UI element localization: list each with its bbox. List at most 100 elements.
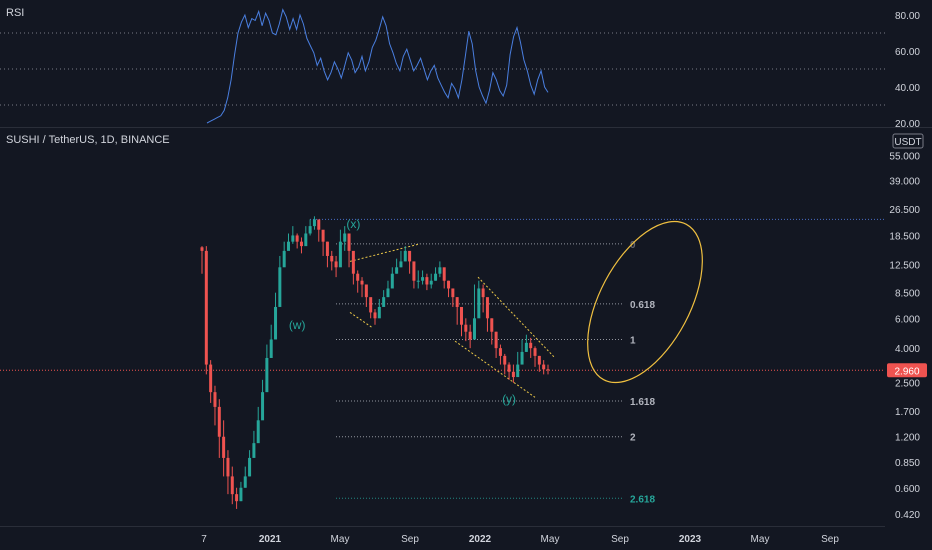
wave-labels: (w) (x) (y) xyxy=(289,217,516,406)
fib-extension[interactable]: 0 0.618 1 1.618 2 2.618 xyxy=(336,240,655,505)
time-axis-label: 2022 xyxy=(469,534,492,545)
time-axis-label: 2023 xyxy=(679,534,702,545)
candle-body xyxy=(282,250,286,268)
price-pane[interactable]: SUSHI / TetherUS, 1D, BINANCE 0 0.618 1 1.6… xyxy=(0,133,927,521)
candle-body xyxy=(304,233,308,247)
candle-body xyxy=(533,348,537,356)
candle-body xyxy=(222,436,226,458)
target-ellipse[interactable] xyxy=(564,203,726,401)
candle-body xyxy=(425,277,429,285)
candle-body xyxy=(460,306,463,325)
rsi-bands xyxy=(0,32,885,106)
currency-label: USDT xyxy=(894,137,921,148)
candle-body xyxy=(226,457,230,477)
candle-body xyxy=(377,306,381,319)
candle-body xyxy=(490,318,494,332)
candle-body xyxy=(299,241,303,247)
last-price-bg xyxy=(887,363,927,378)
rsi-tick-label: 60.00 xyxy=(895,47,920,58)
candle-body xyxy=(403,250,407,262)
fib-level-label: 1.618 xyxy=(630,397,655,408)
last-price-badge: 2.960 xyxy=(887,363,927,378)
candle-body xyxy=(230,476,234,495)
price-tick-label: 18.500 xyxy=(889,231,920,242)
candle-body xyxy=(434,273,438,281)
candle-body xyxy=(390,273,394,289)
candle-body xyxy=(338,241,342,268)
candle-body xyxy=(373,312,377,319)
candle-body xyxy=(485,297,489,319)
last-price-value: 2.960 xyxy=(894,366,919,377)
rsi-tick-label: 40.00 xyxy=(895,83,920,94)
candle-body xyxy=(494,331,498,349)
candle-body xyxy=(261,392,265,421)
candle-body xyxy=(416,280,420,282)
price-tick-label: 6.000 xyxy=(895,314,920,325)
candle-body xyxy=(330,255,334,262)
wave-label: (x) xyxy=(346,217,360,231)
price-tick-label: 0.420 xyxy=(895,510,920,521)
fib-level-label: 2 xyxy=(630,433,636,444)
candle-body xyxy=(546,369,550,371)
fib-level-label: 2.618 xyxy=(630,494,655,505)
time-axis-label: Sep xyxy=(611,534,629,545)
fib-level-label: 1 xyxy=(630,335,636,346)
time-axis-label: Sep xyxy=(401,534,419,545)
price-tick-label: 1.700 xyxy=(895,407,920,418)
candle-body xyxy=(287,241,290,251)
candle-body xyxy=(520,351,524,365)
rsi-axis[interactable]: 80.00 60.00 40.00 20.00 xyxy=(895,11,920,130)
time-axis[interactable]: 7 2021 May Sep 2022 May Sep 2023 May Sep xyxy=(201,534,839,545)
candle-body xyxy=(464,324,468,332)
price-tick-label: 0.600 xyxy=(895,484,920,495)
candle-body xyxy=(537,355,541,365)
candle-body xyxy=(511,371,515,378)
candle-body xyxy=(217,406,221,437)
candle-body xyxy=(382,297,386,307)
candles xyxy=(200,216,550,509)
time-axis-label: Sep xyxy=(821,534,839,545)
candle-body xyxy=(265,357,269,393)
candle-body xyxy=(213,392,217,407)
time-axis-label: May xyxy=(541,534,560,545)
candle-body xyxy=(343,233,347,242)
candle-body xyxy=(252,443,256,458)
time-axis-label: 2021 xyxy=(259,534,282,545)
currency-badge[interactable]: USDT xyxy=(892,133,924,149)
symbol-label: SUSHI / TetherUS, 1D, BINANCE xyxy=(6,134,170,146)
candle-body xyxy=(312,219,316,227)
candle-body xyxy=(200,247,204,251)
candle-body xyxy=(455,297,459,307)
candle-body xyxy=(477,288,481,319)
candle-body xyxy=(421,277,425,281)
candle-body xyxy=(507,364,511,372)
wave-channel[interactable] xyxy=(349,243,556,398)
candle-body xyxy=(274,306,278,340)
candle-body xyxy=(334,261,338,268)
candle-body xyxy=(239,487,243,502)
price-axis[interactable]: 55.000 39.000 26.500 18.500 12.500 8.500 6.000… xyxy=(889,151,920,521)
candle-body xyxy=(243,476,247,488)
candle-body xyxy=(412,261,416,281)
candle-body xyxy=(442,267,446,281)
rsi-line xyxy=(206,8,549,124)
wave-label: (w) xyxy=(289,318,306,332)
rsi-pane[interactable]: RSI 80.00 60.00 40.00 20.00 xyxy=(0,7,920,130)
rsi-tick-label: 20.00 xyxy=(895,119,920,130)
candle-body xyxy=(317,219,321,230)
price-tick-label: 8.500 xyxy=(895,289,920,300)
candle-body xyxy=(542,364,546,370)
price-tick-label: 26.500 xyxy=(889,205,920,216)
price-tick-label: 12.500 xyxy=(889,260,920,271)
price-tick-label: 4.000 xyxy=(895,344,920,355)
price-tick-label: 55.000 xyxy=(889,151,920,162)
candle-body xyxy=(481,288,485,298)
price-tick-label: 0.850 xyxy=(895,458,920,469)
candle-body xyxy=(269,339,273,358)
time-axis-label: 7 xyxy=(201,534,207,545)
price-tick-label: 1.200 xyxy=(895,433,920,444)
candle-body xyxy=(438,267,442,274)
candle-body xyxy=(503,355,507,365)
channel-line xyxy=(477,276,556,359)
